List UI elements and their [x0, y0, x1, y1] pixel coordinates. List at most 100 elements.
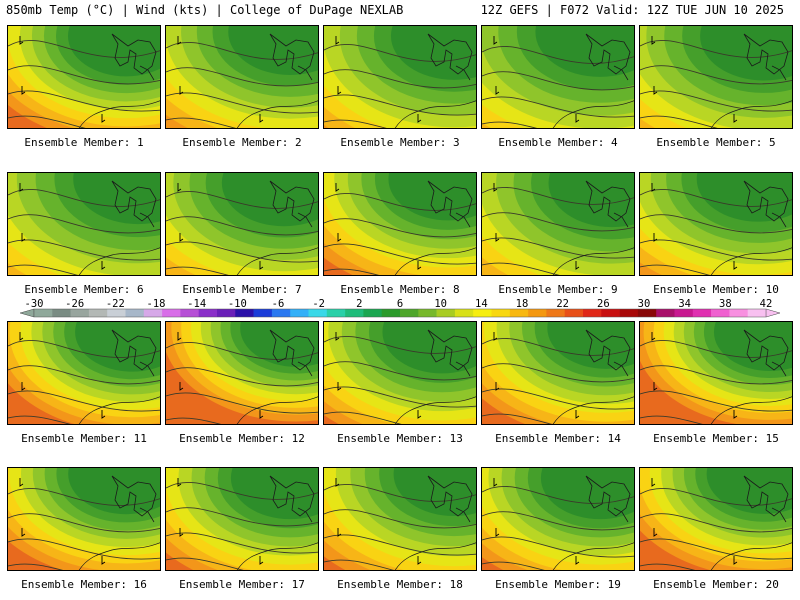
ensemble-member-caption: Ensemble Member: 18 [337, 578, 463, 591]
ensemble-member-map [481, 467, 635, 571]
colorbar-tick-label: -18 [147, 298, 166, 310]
colorbar-swatch [125, 309, 145, 317]
colorbar-swatch [217, 309, 236, 317]
ensemble-member-map [165, 172, 319, 276]
ensemble-member-caption: Ensemble Member: 5 [656, 136, 776, 149]
colorbar-swatch [711, 309, 730, 317]
model-valid-time: 12Z GEFS | F072 Valid: 12Z TUE JUN 10 20… [480, 3, 784, 17]
colorbar-tick-label: 18 [516, 298, 529, 310]
colorbar-swatch [271, 309, 291, 317]
ensemble-member-caption: Ensemble Member: 4 [498, 136, 618, 149]
colorbar-swatch [601, 309, 620, 317]
colorbar-swatch [180, 309, 199, 317]
ensemble-member-caption: Ensemble Member: 8 [340, 283, 460, 296]
colorbar-tick-label: 26 [597, 298, 610, 310]
colorbar-tick-label: 38 [719, 298, 732, 310]
colorbar-swatch [564, 309, 584, 317]
temperature-field-map [640, 468, 792, 570]
colorbar-swatch [381, 309, 401, 317]
ensemble-member-map [481, 25, 635, 129]
map-title: 850mb Temp (°C) | Wind (kts) | College o… [6, 3, 404, 17]
colorbar-swatch [326, 309, 346, 317]
temperature-field-map [640, 173, 792, 275]
ensemble-member-map [165, 321, 319, 425]
ensemble-member-caption: Ensemble Member: 13 [337, 432, 463, 445]
colorbar-swatch [253, 309, 273, 317]
colorbar-tick-label: -2 [312, 298, 325, 310]
ensemble-member-map [323, 321, 477, 425]
colorbar-swatch [509, 309, 529, 317]
ensemble-member-map [481, 321, 635, 425]
ensemble-member-map [165, 467, 319, 571]
colorbar-swatch [692, 309, 712, 317]
ensemble-member-caption: Ensemble Member: 20 [653, 578, 779, 591]
colorbar-swatch [290, 309, 309, 317]
ensemble-member-map [639, 172, 793, 276]
ensemble-member-caption: Ensemble Member: 15 [653, 432, 779, 445]
colorbar-swatch [583, 309, 602, 317]
ensemble-member-caption: Ensemble Member: 3 [340, 136, 460, 149]
colorbar-swatch [729, 309, 748, 317]
temperature-field-map [482, 468, 634, 570]
colorbar-swatch [143, 309, 163, 317]
ensemble-member-caption: Ensemble Member: 1 [24, 136, 144, 149]
colorbar-tick-label: -6 [272, 298, 285, 310]
ensemble-member-caption: Ensemble Member: 10 [653, 283, 779, 296]
colorbar-tick-label: -30 [25, 298, 44, 310]
temperature-field-map [166, 26, 318, 128]
colorbar-swatch [418, 309, 437, 317]
colorbar-swatch [637, 309, 657, 317]
ensemble-member-map [165, 25, 319, 129]
colorbar-swatch [88, 309, 108, 317]
ensemble-member-map [639, 321, 793, 425]
ensemble-member-caption: Ensemble Member: 19 [495, 578, 621, 591]
colorbar-swatch [34, 309, 53, 317]
colorbar-swatch [198, 309, 218, 317]
colorbar-swatch [436, 309, 456, 317]
colorbar-swatch [619, 309, 639, 317]
temperature-field-map [8, 468, 160, 570]
colorbar-swatch [52, 309, 71, 317]
colorbar-tick-label: -22 [106, 298, 125, 310]
colorbar-swatch [363, 309, 382, 317]
ensemble-member-caption: Ensemble Member: 14 [495, 432, 621, 445]
ensemble-member-map [7, 467, 161, 571]
ensemble-member-caption: Ensemble Member: 16 [21, 578, 147, 591]
ensemble-member-map [7, 172, 161, 276]
colorbar-swatch [308, 309, 328, 317]
ensemble-member-map [481, 172, 635, 276]
ensemble-member-map [323, 172, 477, 276]
colorbar-swatch [400, 309, 419, 317]
temperature-field-map [640, 322, 792, 424]
ensemble-member-map [639, 25, 793, 129]
colorbar-tick-label: 34 [678, 298, 691, 310]
ensemble-member-caption: Ensemble Member: 7 [182, 283, 302, 296]
colorbar-swatch [162, 309, 181, 317]
ensemble-member-map [7, 25, 161, 129]
temperature-field-map [8, 26, 160, 128]
ensemble-member-caption: Ensemble Member: 11 [21, 432, 147, 445]
ensemble-member-caption: Ensemble Member: 9 [498, 283, 618, 296]
colorbar-swatch [345, 309, 364, 317]
temperature-field-map [482, 322, 634, 424]
colorbar-tick-label: -26 [65, 298, 84, 310]
temperature-field-map [8, 173, 160, 275]
colorbar-tick-label: 6 [397, 298, 403, 310]
colorbar-swatch [70, 309, 90, 317]
temperature-colorbar: -30 -26 -22 -18 -14 -10 -6 -2 2 6 10 14 18 22 26 30 34 38… [19, 298, 781, 318]
temperature-field-map [166, 173, 318, 275]
temperature-field-map [324, 468, 476, 570]
ensemble-member-map [323, 25, 477, 129]
colorbar-tick-label: 30 [638, 298, 651, 310]
colorbar-swatch [656, 309, 675, 317]
colorbar-min-arrow [19, 308, 35, 318]
colorbar-tick-label: 2 [356, 298, 362, 310]
temperature-field-map [166, 468, 318, 570]
colorbar-swatch [473, 309, 492, 317]
temperature-field-map [482, 173, 634, 275]
colorbar-swatch [747, 309, 767, 317]
temperature-field-map [482, 26, 634, 128]
ensemble-member-caption: Ensemble Member: 17 [179, 578, 305, 591]
colorbar-tick-label: 10 [434, 298, 447, 310]
ensemble-member-map [323, 467, 477, 571]
